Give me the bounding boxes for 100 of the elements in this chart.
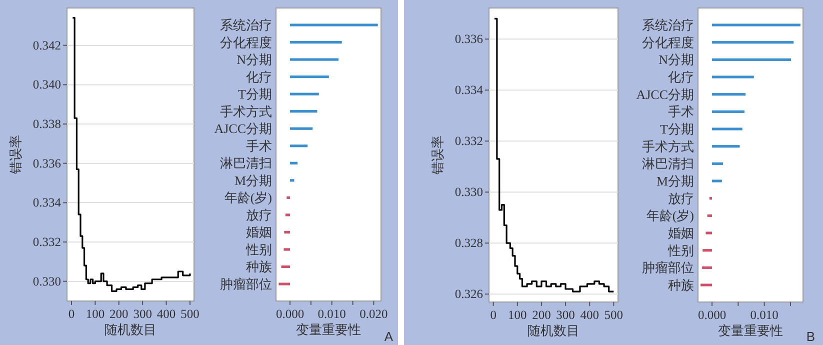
x-tick-label: 0 bbox=[68, 307, 75, 321]
y-tick-label: 化疗 bbox=[668, 70, 694, 84]
y-tick-label: 淋巴清扫 bbox=[642, 156, 694, 172]
bar bbox=[286, 196, 290, 199]
bar bbox=[712, 41, 794, 44]
text: A bbox=[384, 329, 394, 344]
y-tick-label: 婚姻 bbox=[246, 224, 272, 240]
bar bbox=[712, 180, 722, 182]
bar bbox=[290, 110, 318, 113]
bar bbox=[290, 24, 378, 26]
bar bbox=[278, 282, 290, 286]
y-tick-label: 手术 bbox=[246, 138, 272, 154]
y-tick-label: 手术 bbox=[668, 104, 694, 120]
text: B bbox=[806, 329, 815, 344]
y-tick-label: 放疗 bbox=[246, 207, 272, 222]
y-tick-label: M分期 bbox=[656, 174, 694, 188]
y-tick-label: T分期 bbox=[238, 86, 272, 102]
bar bbox=[702, 249, 712, 252]
x-axis-title: 变量重要性 bbox=[718, 323, 783, 338]
x-axis-title: 变量重要性 bbox=[296, 322, 361, 337]
y-tick-label: 0.338 bbox=[32, 117, 61, 132]
y-tick-label: 0.330 bbox=[32, 274, 61, 288]
y-tick-label: AJCC分期 bbox=[636, 86, 694, 102]
x-tick-label: 200 bbox=[532, 308, 551, 322]
bar bbox=[290, 144, 308, 148]
bar bbox=[712, 76, 754, 78]
bar bbox=[290, 127, 313, 130]
y-tick-label: 年龄(岁) bbox=[646, 208, 694, 224]
y-tick-label: 0.332 bbox=[32, 235, 61, 250]
y-tick-label: 0.340 bbox=[32, 78, 61, 92]
bar bbox=[284, 230, 290, 234]
y-tick-label: 0.334 bbox=[454, 83, 484, 98]
bar bbox=[290, 162, 298, 164]
y-tick-label: 性别 bbox=[245, 242, 272, 257]
x-tick-label: 0.000 bbox=[276, 307, 304, 321]
y-tick-label: 婚姻 bbox=[668, 226, 694, 240]
x-axis-title: 随机数目 bbox=[528, 323, 580, 338]
bar bbox=[712, 93, 746, 96]
bar bbox=[290, 58, 339, 61]
y-tick-label: 淋巴清扫 bbox=[220, 156, 272, 171]
bar bbox=[712, 145, 740, 148]
bar bbox=[700, 284, 712, 286]
bar bbox=[284, 248, 290, 251]
x-tick-label: 400 bbox=[580, 308, 599, 322]
y-tick-label: 分化程度 bbox=[642, 34, 694, 50]
y-tick-label: 种族 bbox=[246, 259, 272, 274]
y-tick-label: 肿瘤部位 bbox=[642, 260, 694, 276]
bar bbox=[712, 58, 792, 61]
y-tick-label: 手术方式 bbox=[642, 138, 694, 154]
bar bbox=[281, 265, 290, 268]
bar bbox=[290, 76, 329, 78]
y-tick-label: 系统治疗 bbox=[220, 18, 272, 32]
x-tick-label: 0.010 bbox=[318, 307, 346, 321]
x-axis-title: 随机数目 bbox=[104, 322, 156, 337]
x-tick-label: 0.010 bbox=[750, 308, 778, 322]
x-tick-label: 0.020 bbox=[360, 307, 388, 321]
x-tick-label: 400 bbox=[156, 307, 176, 321]
x-tick-label: 500 bbox=[180, 307, 200, 321]
bar bbox=[706, 232, 712, 234]
y-tick-label: 分化程度 bbox=[220, 34, 272, 50]
bar bbox=[712, 110, 744, 113]
y-tick-label: 0.336 bbox=[454, 32, 483, 46]
y-tick-label: 0.328 bbox=[454, 236, 483, 250]
y-tick-label: 0.336 bbox=[32, 156, 61, 170]
y-tick-label: 0.342 bbox=[32, 38, 61, 52]
bar bbox=[712, 128, 742, 130]
y-tick-label: AJCC分期 bbox=[214, 121, 272, 136]
bar bbox=[709, 197, 712, 200]
y-tick-label: 0.332 bbox=[454, 134, 483, 148]
y-tick-label: N分期 bbox=[658, 52, 694, 68]
bar bbox=[702, 266, 712, 269]
y-tick-label: 0.334 bbox=[32, 196, 62, 210]
y-tick-label: 肿瘤部位 bbox=[220, 276, 272, 292]
y-axis-title: 错误率 bbox=[8, 135, 23, 175]
x-tick-label: 300 bbox=[133, 307, 152, 321]
bar bbox=[712, 24, 800, 26]
y-tick-label: 年龄(岁) bbox=[224, 190, 272, 206]
y-tick-label: 手术方式 bbox=[220, 104, 272, 119]
x-tick-label: 100 bbox=[86, 307, 105, 321]
bar bbox=[707, 214, 712, 217]
y-tick-label: 0.326 bbox=[454, 287, 483, 302]
x-tick-label: 100 bbox=[508, 308, 527, 322]
x-tick-label: 0 bbox=[490, 308, 496, 322]
y-tick-label: 性别 bbox=[667, 242, 694, 258]
bar bbox=[290, 40, 342, 44]
y-tick-label: N分期 bbox=[236, 52, 272, 68]
y-tick-label: 0.330 bbox=[454, 185, 483, 200]
y-tick-label: 放疗 bbox=[668, 190, 694, 206]
bar bbox=[712, 162, 724, 165]
bar bbox=[285, 214, 290, 216]
bar bbox=[290, 92, 319, 96]
y-tick-label: 化疗 bbox=[246, 69, 272, 84]
y-tick-label: 系统治疗 bbox=[642, 18, 694, 32]
y-axis-title: 错误率 bbox=[430, 136, 445, 176]
y-tick-label: M分期 bbox=[234, 172, 272, 188]
x-tick-label: 0.000 bbox=[698, 308, 726, 322]
y-tick-label: T分期 bbox=[660, 122, 694, 136]
x-tick-label: 500 bbox=[604, 308, 624, 322]
bar bbox=[290, 179, 294, 182]
x-tick-label: 200 bbox=[110, 307, 128, 321]
